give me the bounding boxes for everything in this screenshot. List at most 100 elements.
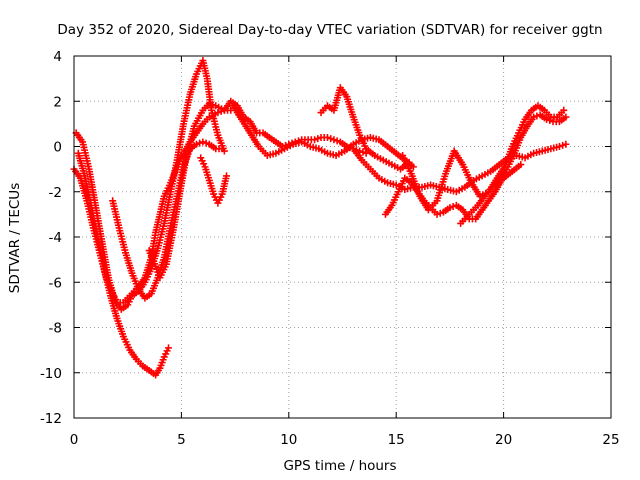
data-point-interp [484, 169, 492, 177]
y-tick-label: -4 [49, 230, 62, 246]
data-point-interp [166, 190, 174, 198]
data-point-interp [263, 132, 271, 140]
y-tick-label: -10 [40, 366, 62, 382]
data-point-interp [468, 215, 476, 223]
data-point-interp [261, 149, 269, 157]
data-point-interp [110, 294, 118, 302]
data-point-interp [179, 122, 187, 130]
data-point-interp [381, 177, 389, 185]
data-point-interp [154, 366, 162, 374]
y-tick-label: -12 [40, 411, 62, 427]
data-point-interp [163, 347, 171, 355]
y-tick-label: 2 [53, 94, 62, 110]
data-point-interp [197, 122, 205, 130]
data-point-interp [560, 115, 568, 123]
data-point-interp [489, 183, 497, 191]
data-point-interp [390, 148, 398, 156]
data-point-interp [151, 231, 159, 239]
data-point-interp [415, 190, 423, 198]
data-point-interp [321, 148, 329, 156]
data-point-interp [127, 295, 135, 303]
data-point-interp [196, 139, 204, 147]
data-point-interp [269, 150, 277, 158]
chart-title: Day 352 of 2020, Sidereal Day-to-day VTE… [57, 22, 602, 38]
data-point-interp [441, 185, 449, 193]
data-point-interp [245, 127, 253, 135]
data-point-interp [236, 113, 244, 121]
data-point-interp [381, 141, 389, 149]
data-point-interp [327, 135, 335, 143]
series-arc-8 [317, 84, 413, 173]
data-point-interp [359, 148, 367, 156]
data-point-interp [160, 222, 167, 230]
data-point-interp [209, 101, 217, 109]
data-point-interp [202, 139, 210, 147]
data-point-interp [544, 146, 552, 154]
y-tick-label: 4 [53, 49, 62, 65]
data-point-interp [540, 114, 548, 122]
data-point-interp [463, 213, 471, 221]
data-point-interp [436, 209, 444, 217]
data-point-interp [118, 330, 126, 338]
data-point-interp [97, 235, 105, 243]
data-point-interp [197, 109, 205, 117]
data-point-interp [369, 150, 377, 158]
data-point-interp [472, 204, 480, 212]
data-point [562, 140, 570, 148]
data-point-interp [393, 190, 401, 198]
data-point-interp [190, 142, 198, 150]
data-point-interp [355, 129, 363, 137]
data-point-interp [341, 141, 349, 149]
data-point-interp [338, 149, 346, 157]
data-point-interp [244, 116, 252, 124]
data-point-interp [203, 102, 211, 110]
data-point-interp [131, 353, 139, 361]
data-point-interp [520, 118, 528, 126]
x-tick-label: 20 [495, 432, 512, 448]
data-point-interp [104, 271, 112, 279]
data-point-interp [546, 116, 554, 124]
data-point-interp [153, 247, 161, 255]
data-point-interp [203, 115, 211, 123]
data-point-interp [121, 246, 129, 254]
y-tick-label: -8 [49, 321, 62, 337]
data-point-interp [481, 192, 489, 200]
data-point-interp [215, 145, 223, 153]
data-point-interp [348, 111, 356, 119]
data-point-interp [516, 136, 524, 144]
series-arc-6 [197, 154, 231, 207]
series-arc-11 [399, 102, 568, 214]
data-point-interp [441, 172, 449, 180]
data-point-interp [204, 174, 212, 182]
data-point-interp [513, 132, 521, 140]
data-point [330, 136, 338, 144]
data-point-interp [213, 128, 221, 136]
data-point-interp [203, 72, 211, 80]
data-point-interp [217, 193, 225, 201]
data-point-interp [406, 167, 414, 175]
tick-layer: 0 5 10 15 20 25 -12 -10 -8 -6 -4 -2 0 2 4 [40, 49, 620, 448]
data-point-interp [159, 356, 167, 364]
data-point-interp [515, 162, 523, 170]
data-point-interp [168, 231, 176, 239]
data-point-interp [139, 281, 147, 289]
data-point-interp [457, 204, 465, 212]
data-point-interp [389, 180, 397, 188]
series-arc-7 [229, 102, 417, 171]
data-point-interp [82, 194, 90, 202]
data-point-interp [553, 143, 561, 151]
data-point-interp [528, 115, 536, 123]
data-point-interp [256, 129, 264, 137]
data-point-interp [185, 93, 193, 101]
data-point-interp [506, 169, 514, 177]
data-point-interp [489, 190, 497, 198]
data-point-interp [552, 118, 560, 126]
data-point-interp [270, 136, 278, 144]
data-point-interp [372, 135, 380, 143]
data-point-interp [181, 159, 189, 167]
data-point-interp [444, 205, 452, 213]
data-point-interp [286, 142, 294, 150]
